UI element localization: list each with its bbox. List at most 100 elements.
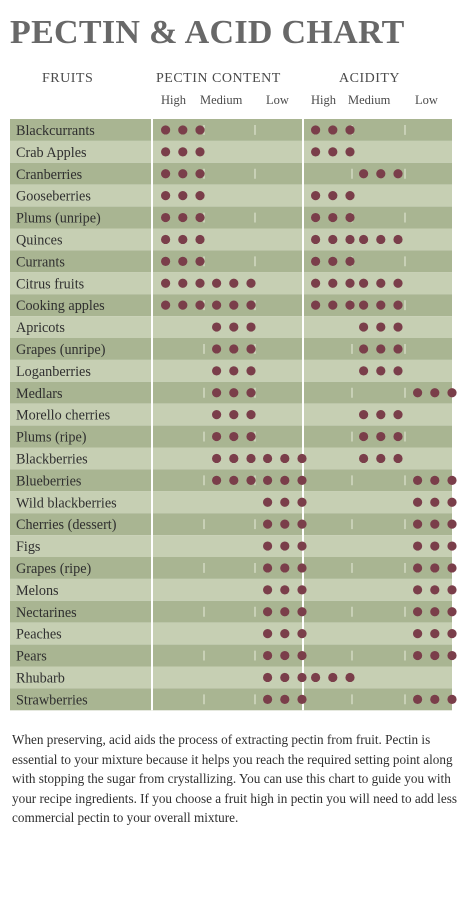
acidity-high-dot [311, 278, 321, 288]
table-row [10, 228, 452, 251]
acidity-high-dot [345, 125, 355, 135]
pectin-high-dot [161, 256, 171, 266]
pectin-medium-dot [212, 388, 222, 398]
fruit-label: Peaches [16, 627, 62, 643]
fruit-label: Figs [16, 539, 41, 555]
pectin-high-dot [161, 212, 171, 223]
pectin-low-dot [263, 694, 273, 704]
table-row [10, 644, 452, 667]
pectin-medium-dot [246, 322, 256, 332]
chart-title: PECTIN & ACID CHART [10, 14, 405, 51]
pectin-low-dot [280, 672, 290, 683]
pectin-low-dot [280, 694, 290, 704]
pectin-high-dot [178, 256, 188, 266]
pectin-high-dot [195, 278, 205, 288]
acidity-low-dot [447, 563, 457, 573]
acidity-medium-dot [359, 410, 369, 420]
pectin-medium-dot [212, 322, 222, 332]
acidity-low-dot [447, 629, 457, 639]
pectin-low-dot [263, 519, 273, 529]
table-row [10, 535, 452, 557]
acidity-medium-dot [359, 300, 369, 310]
acidity-low-dot [413, 519, 423, 529]
acidity-medium-dot [393, 234, 403, 245]
acidity-medium-dot [376, 431, 386, 442]
acidity-low-dot [413, 585, 423, 595]
acidity-high-dot [311, 125, 321, 135]
pectin-high-dot [161, 300, 171, 310]
acidity-medium-dot [359, 322, 369, 332]
fruit-label: Citrus fruits [16, 276, 85, 292]
acidity-low-dot [447, 585, 457, 595]
acidity-medium-dot [393, 410, 403, 420]
fruit-label: Nectarines [16, 605, 77, 621]
pectin-header: PECTIN CONTENT [156, 71, 281, 86]
acidity-medium-dot [393, 344, 403, 354]
fruit-label: Grapes (ripe) [16, 561, 92, 577]
acidity-medium-dot [376, 410, 386, 420]
acidity-medium-dot [376, 366, 386, 376]
fruit-label: Pears [16, 649, 47, 665]
fruit-label: Grapes (unripe) [16, 342, 106, 358]
pectin-low-dot [297, 563, 307, 573]
acidity-medium-dot [393, 453, 403, 464]
pectin-high-dot [161, 234, 171, 245]
acidity-high-dot [345, 191, 355, 201]
pectin-medium-dot [212, 475, 222, 485]
acidity-low-dot [430, 650, 440, 661]
pectin-medium-dot [212, 431, 222, 442]
acidity-medium-dot [376, 344, 386, 354]
fruit-label: Plums (unripe) [16, 211, 101, 227]
pectin-medium-dot [246, 431, 256, 442]
pectin-high-dot [195, 256, 205, 266]
fruit-label: Blueberries [16, 473, 82, 489]
pectin-high-dot [161, 125, 171, 135]
pectin-high-dot [178, 147, 188, 157]
acidity-low-dot [447, 519, 457, 529]
pectin-medium-dot [229, 453, 239, 464]
acidity-high-dot [345, 278, 355, 288]
acidity-high-label: High [311, 93, 336, 107]
pectin-low-dot [297, 629, 307, 639]
pectin-low-dot [263, 541, 273, 551]
table-row [10, 513, 452, 536]
table-row [10, 600, 452, 623]
pectin-medium-dot [229, 366, 239, 376]
acidity-low-dot [430, 585, 440, 595]
acidity-medium-dot [359, 453, 369, 464]
pectin-low-dot [297, 650, 307, 661]
acidity-low-dot [430, 519, 440, 529]
acidity-low-dot [413, 563, 423, 573]
acidity-high-dot [328, 147, 338, 157]
pectin-low-dot [263, 497, 273, 507]
fruit-label: Cherries (dessert) [16, 517, 117, 533]
pectin-low-dot [297, 672, 307, 683]
fruit-label: Rhubarb [16, 670, 65, 686]
pectin-medium-dot [246, 410, 256, 420]
acidity-high-dot [311, 234, 321, 245]
fruit-label: Strawberries [16, 692, 88, 708]
fruit-label: Wild blackberries [16, 495, 117, 511]
pectin-medium-dot [246, 388, 256, 398]
pectin-low-dot [280, 497, 290, 507]
acidity-low-dot [430, 563, 440, 573]
acidity-medium-dot [393, 366, 403, 376]
pectin-high-dot [195, 234, 205, 245]
acidity-high-dot [311, 191, 321, 201]
pectin-high-dot [195, 191, 205, 201]
acidity-low-dot [447, 541, 457, 551]
pectin-medium-dot [229, 410, 239, 420]
acidity-high-dot [328, 278, 338, 288]
table-row [10, 162, 452, 185]
table-row [10, 578, 452, 601]
fruits-header: FRUITS [42, 71, 94, 86]
pectin-low-dot [297, 694, 307, 704]
pectin-high-dot [195, 125, 205, 135]
acidity-high-dot [345, 147, 355, 157]
acidity-low-dot [447, 607, 457, 617]
fruit-label: Medlars [16, 386, 63, 402]
pectin-medium-dot [229, 344, 239, 354]
acidity-low-dot [430, 541, 440, 551]
table-row [10, 184, 452, 207]
